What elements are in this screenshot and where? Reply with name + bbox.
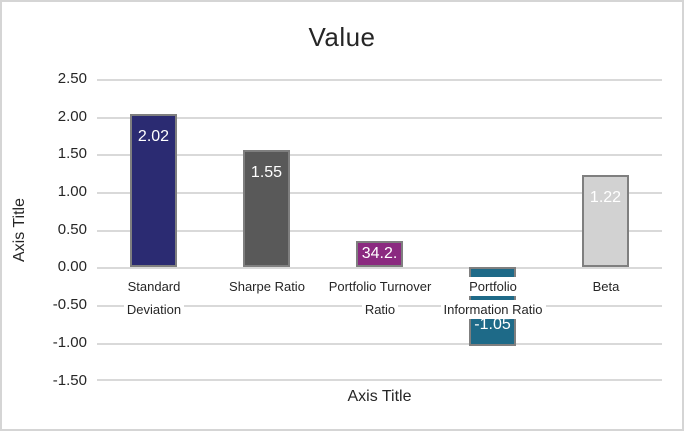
category-label-portfolio-information-ratio: Portfolio Information Ratio [433, 275, 553, 321]
x-axis-title: Axis Title [347, 388, 412, 405]
y-tick-label: 0.50 [57, 221, 87, 238]
y-tick-label: 2.00 [57, 108, 87, 125]
y-tick-label: -0.50 [52, 296, 87, 313]
bar-beta: 1.22 [582, 175, 629, 267]
gridline [97, 192, 662, 194]
y-tick-label: -1.50 [52, 372, 87, 389]
gridline [97, 79, 662, 81]
data-label: 34.2. [361, 245, 398, 262]
category-label-standard-deviation: Standard Deviation [94, 275, 214, 321]
y-tick-label: 1.00 [57, 183, 87, 200]
gridline [97, 117, 662, 119]
category-label-sharpe-ratio: Sharpe Ratio [207, 275, 327, 298]
gridline [97, 343, 662, 345]
data-label: 2.02 [137, 128, 170, 145]
bar-standard-deviation: 2.02 [130, 114, 177, 267]
y-tick-label: 1.50 [57, 145, 87, 162]
bar-portfolio-turnover-ratio: 34.2. [356, 241, 403, 267]
y-tick-label: 0.00 [57, 258, 87, 275]
data-label: 1.55 [250, 164, 283, 181]
gridline [97, 230, 662, 232]
category-label-portfolio-turnover-ratio: Portfolio Turnover Ratio [320, 275, 440, 321]
gridline [97, 379, 662, 381]
y-tick-label: 2.50 [57, 70, 87, 87]
gridline [97, 267, 662, 269]
bar-sharpe-ratio: 1.55 [243, 150, 290, 267]
data-label: -1.05 [474, 316, 511, 333]
plot-area: 2.02 1.55 34.2. -1.05 1.22 [97, 79, 662, 381]
gridline [97, 154, 662, 156]
data-label: 1.22 [589, 189, 622, 206]
chart-title: Value [308, 22, 376, 52]
y-tick-label: -1.00 [52, 334, 87, 351]
category-label-beta: Beta [546, 275, 666, 298]
